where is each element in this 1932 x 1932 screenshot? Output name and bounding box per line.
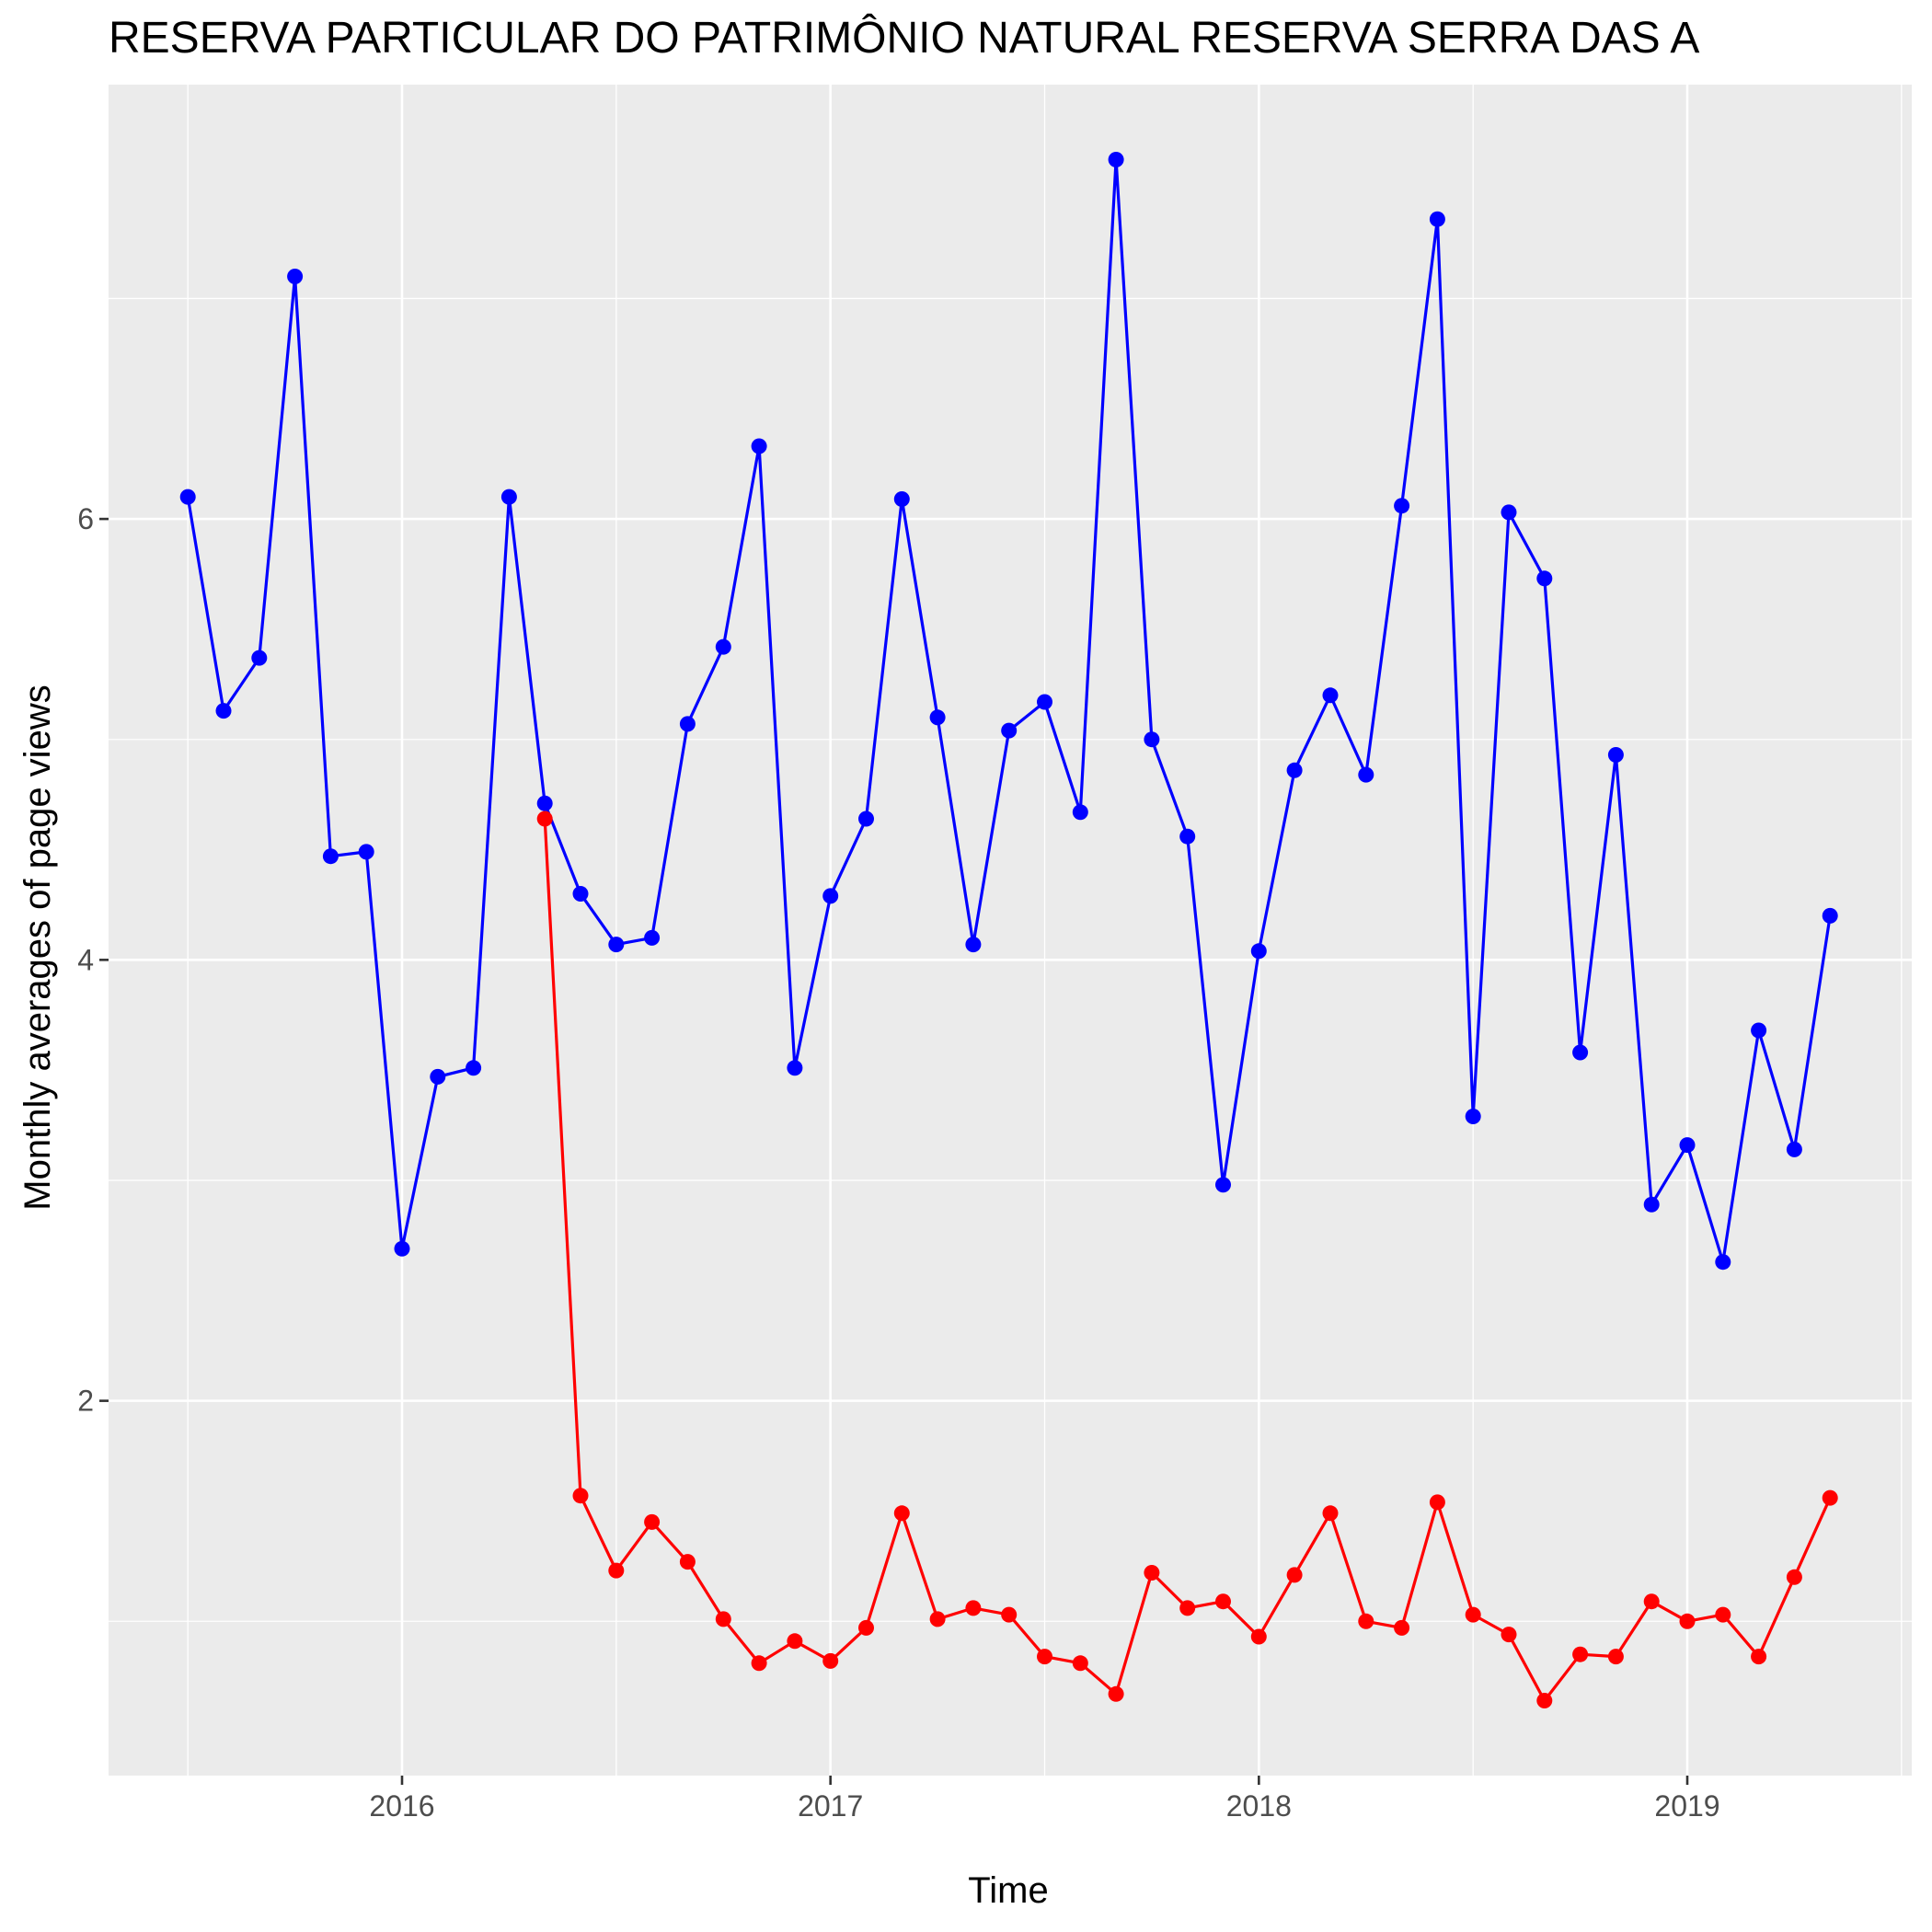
series-1-point (536, 795, 553, 811)
series-2-point (1358, 1613, 1374, 1629)
series-2-point (1394, 1619, 1410, 1636)
series-1-point (608, 937, 625, 953)
y-tick-label: 2 (77, 1385, 94, 1418)
series-2-point (787, 1633, 803, 1650)
series-1-point (1465, 1109, 1481, 1124)
series-1-point (1501, 504, 1517, 521)
series-1-point (572, 886, 589, 902)
series-1-point (1572, 1044, 1589, 1061)
series-1-point (787, 1060, 803, 1076)
series-2-point (1179, 1600, 1196, 1616)
series-1-point (893, 491, 910, 507)
series-1-point (1394, 498, 1410, 514)
series-1-point (1643, 1196, 1660, 1213)
series-1-point (644, 929, 661, 946)
series-2-point (1072, 1655, 1088, 1672)
y-tick-label: 6 (77, 502, 94, 535)
series-1-point (1607, 747, 1624, 763)
series-2-point (1572, 1646, 1589, 1662)
series-2-point (1465, 1606, 1481, 1623)
series-1-point (1822, 907, 1838, 924)
series-2-point (1250, 1628, 1267, 1645)
chart-title: RESERVA PARTICULAR DO PATRIMÔNIO NATURAL… (109, 14, 1700, 63)
series-2-point (965, 1600, 982, 1616)
series-1-point (215, 703, 232, 719)
series-2-point (1536, 1693, 1553, 1708)
series-1-point (287, 269, 304, 284)
x-tick-label: 2017 (798, 1789, 863, 1823)
series-2-point (1001, 1606, 1018, 1623)
series-1-point (1108, 152, 1124, 167)
y-axis-title: Monthly averages of page views (17, 684, 58, 1210)
series-1-point (1358, 766, 1374, 783)
series-2-point (1501, 1627, 1517, 1643)
series-2-point (751, 1655, 767, 1672)
series-1-point (1536, 570, 1553, 587)
series-2-point (608, 1562, 625, 1579)
x-tick-label: 2018 (1226, 1789, 1292, 1823)
series-2-point (1037, 1649, 1052, 1665)
series-2-point (822, 1652, 839, 1669)
x-tick-label: 2016 (369, 1789, 434, 1823)
series-2-point (644, 1513, 661, 1530)
series-1-point (1179, 828, 1196, 845)
series-1-point (1037, 694, 1052, 710)
series-2-point (1715, 1606, 1731, 1623)
x-tick-label: 2019 (1654, 1789, 1719, 1823)
series-2-point (1822, 1489, 1838, 1506)
series-1-point (1679, 1137, 1696, 1154)
x-axis-title: Time (968, 1870, 1048, 1911)
series-1-point (1001, 722, 1018, 739)
series-1-point (251, 650, 268, 666)
series-1-point (466, 1060, 482, 1076)
series-1-point (1786, 1141, 1802, 1157)
series-2-point (679, 1554, 696, 1570)
series-2-point (1786, 1569, 1802, 1585)
series-2-point (1108, 1685, 1124, 1702)
plot-panel (109, 85, 1912, 1776)
series-2-point (1751, 1649, 1767, 1665)
series-1-point (322, 848, 339, 865)
series-1-point (1322, 687, 1339, 704)
series-1-point (679, 716, 696, 732)
series-1-point (1215, 1177, 1231, 1193)
series-2-point (1679, 1613, 1696, 1629)
series-2-point (893, 1505, 910, 1522)
series-2-point (1215, 1593, 1231, 1610)
series-2-point (1607, 1649, 1624, 1665)
series-1-point (1144, 731, 1160, 748)
series-1-point (1715, 1254, 1731, 1271)
series-2-point (1643, 1593, 1660, 1610)
series-1-point (1751, 1022, 1767, 1039)
series-2-point (858, 1619, 874, 1636)
y-tick-label: 4 (77, 943, 94, 976)
series-1-point (430, 1068, 446, 1085)
series-2-point (1322, 1505, 1339, 1522)
series-1-point (358, 844, 374, 860)
series-1-point (1286, 762, 1303, 778)
series-2-point (715, 1611, 731, 1627)
series-1-point (394, 1240, 410, 1257)
series-1-point (715, 638, 731, 655)
series-2-point (1286, 1567, 1303, 1583)
series-1-point (179, 489, 196, 505)
series-1-point (751, 438, 767, 454)
series-2-point (929, 1611, 946, 1627)
series-2-point (1144, 1565, 1160, 1581)
series-2-point (1429, 1494, 1445, 1511)
series-2-point (572, 1488, 589, 1504)
series-1-point (1429, 211, 1445, 227)
series-2-point (536, 811, 553, 827)
series-1-point (500, 489, 517, 505)
series-1-point (1072, 804, 1088, 821)
series-1-point (929, 709, 946, 726)
series-1-point (965, 937, 982, 953)
series-1-point (858, 811, 874, 827)
series-1-point (822, 888, 839, 904)
series-1-point (1250, 943, 1267, 960)
